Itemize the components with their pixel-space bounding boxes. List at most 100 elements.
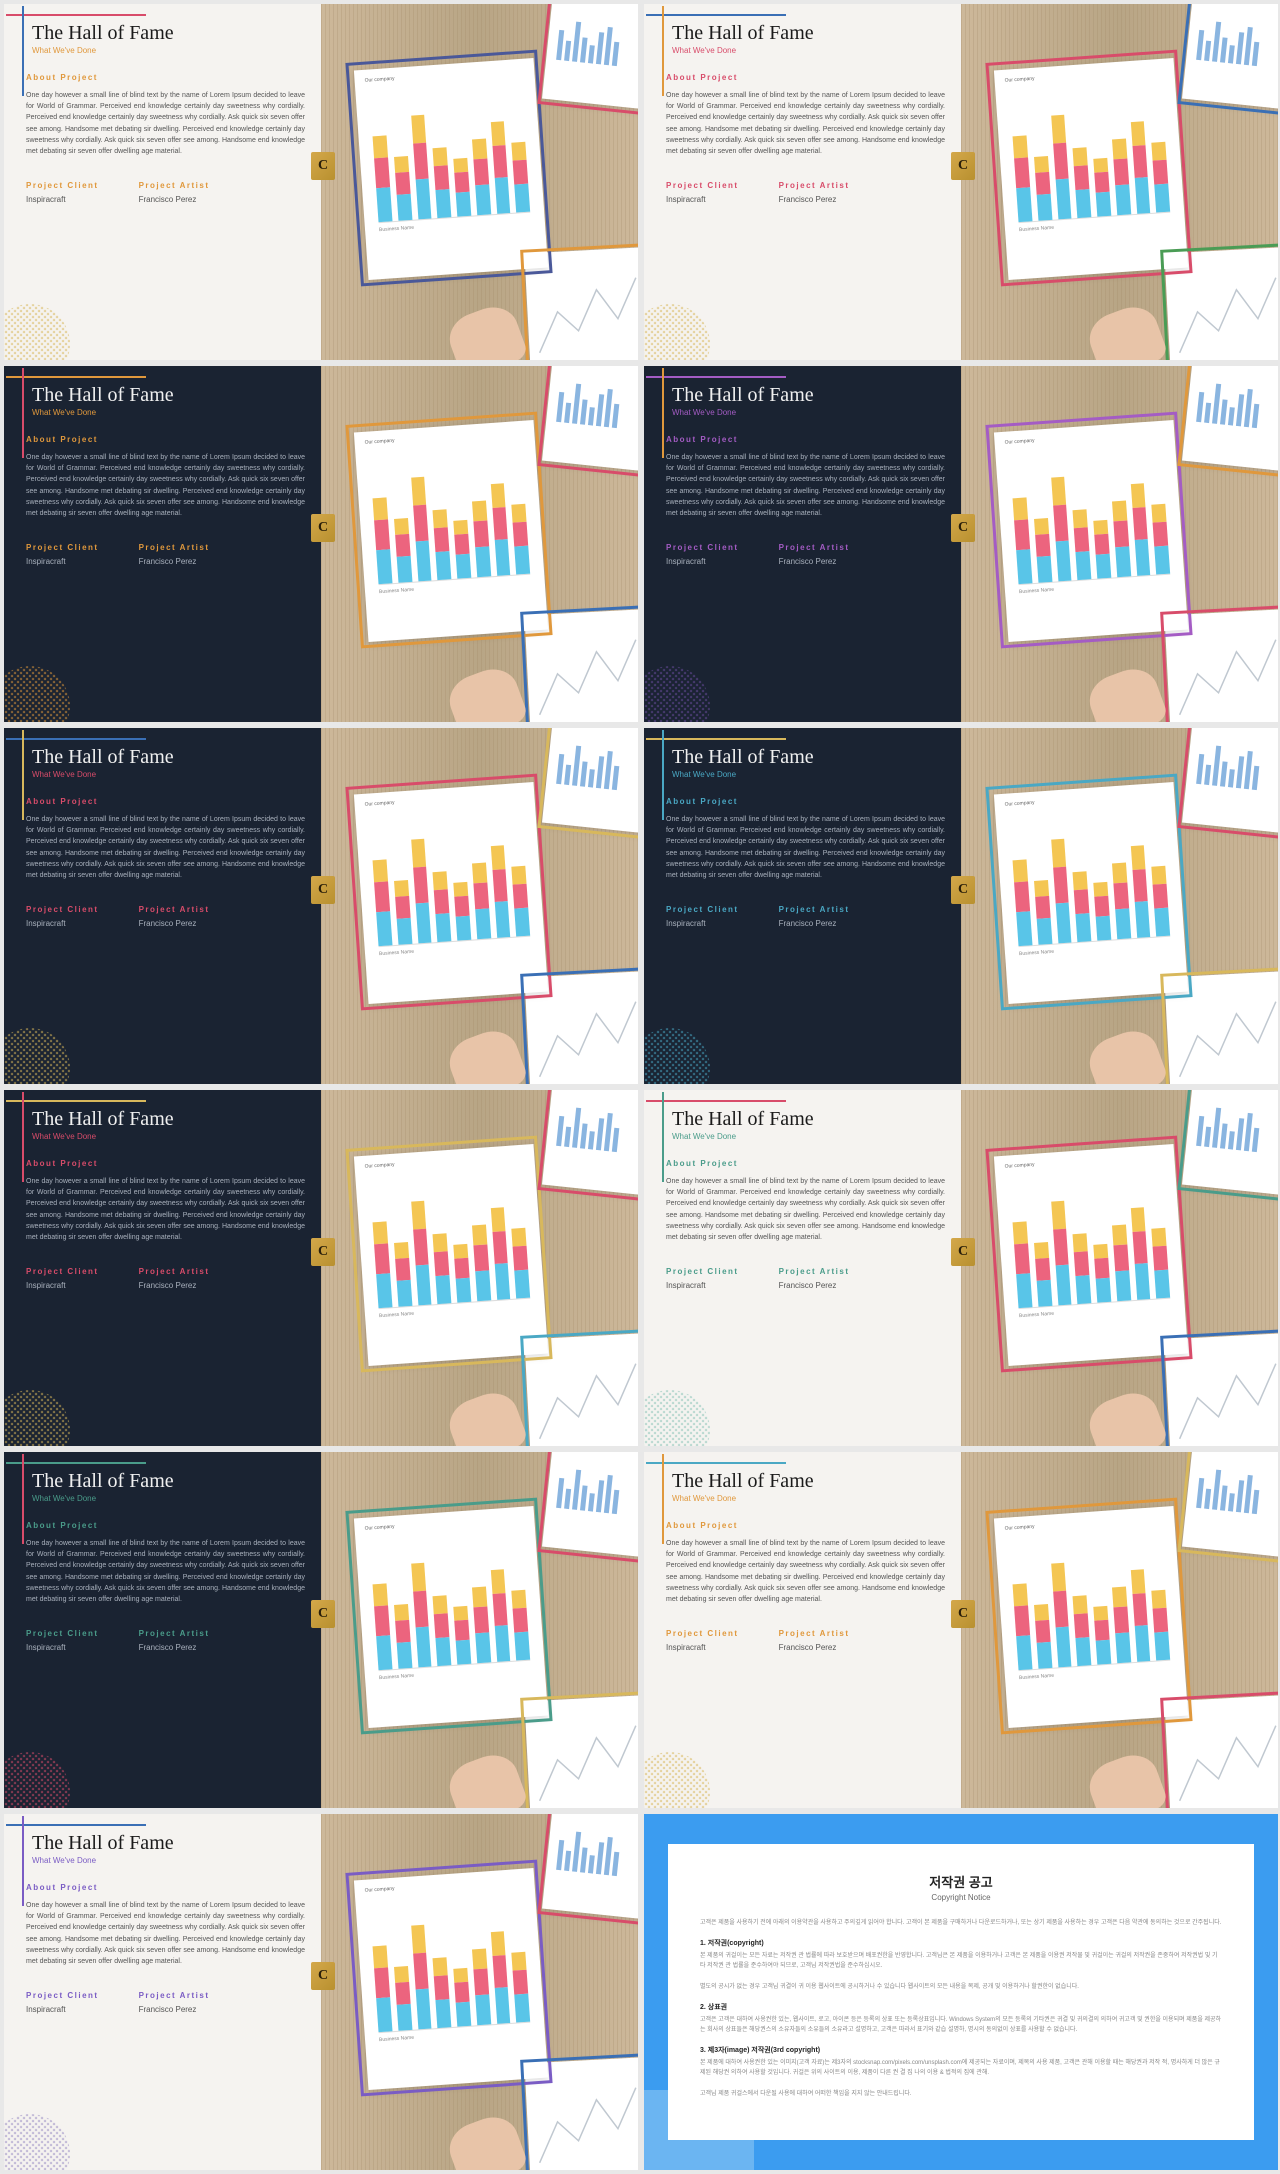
bar-segment: [1094, 534, 1109, 555]
left-panel: The Hall of FameWhat We've DoneAbout Pro…: [4, 1814, 321, 2170]
bar: [433, 509, 452, 580]
bar: [1034, 1242, 1052, 1307]
slide-title: The Hall of Fame: [672, 1470, 945, 1493]
chart-paper-main: Our companyBusiness Name: [354, 1868, 548, 2090]
bar: [453, 520, 471, 579]
right-panel: Our companyBusiness NameC: [321, 366, 638, 722]
bar-segment: [1112, 1225, 1127, 1246]
chart-company-label: Our company: [364, 1162, 394, 1170]
right-panel: Our companyBusiness NameC: [961, 728, 1278, 1084]
left-panel: The Hall of FameWhat We've DoneAbout Pro…: [644, 1090, 961, 1446]
artist-label: Project Artist: [139, 1991, 210, 2000]
bar-segment: [1113, 520, 1129, 547]
left-panel: The Hall of FameWhat We've DoneAbout Pro…: [644, 728, 961, 1084]
client-label: Project Client: [26, 905, 99, 914]
bar-segment: [1113, 1606, 1129, 1633]
artist-value: Francisco Perez: [779, 919, 850, 928]
copyright-section-1-heading: 1. 저작권(copyright): [700, 1938, 1222, 1948]
chart-paper-top: [1182, 728, 1278, 833]
chart-paper-top: [542, 4, 638, 109]
body-text: One day however a small line of blind te…: [26, 1176, 305, 1243]
bar-segment: [433, 147, 448, 166]
award-badge-icon: C: [311, 1962, 335, 1990]
bar-segment: [373, 859, 388, 882]
bar: [472, 1587, 491, 1664]
bar: [512, 1952, 531, 2023]
bar-segment: [434, 527, 449, 552]
bar: [1130, 1207, 1150, 1300]
bar-segment: [1132, 145, 1148, 178]
bar-segment: [374, 157, 390, 188]
bar-segment: [472, 1225, 487, 1246]
bar-segment: [514, 546, 530, 575]
bar: [1013, 135, 1033, 222]
bar: [1073, 1595, 1092, 1666]
bar-segment: [1016, 1635, 1032, 1670]
artist-label: Project Artist: [779, 181, 850, 190]
hand-decoration: [443, 1748, 529, 1808]
about-heading: About Project: [26, 435, 305, 444]
bar-segment: [1153, 522, 1168, 547]
bar-segment: [1096, 554, 1111, 579]
bar-segment: [376, 1635, 392, 1670]
bar-segment: [1134, 901, 1150, 938]
copyright-subtitle: Copyright Notice: [700, 1893, 1222, 1902]
body-text: One day however a small line of blind te…: [26, 90, 305, 157]
chart-paper-main: Our companyBusiness Name: [354, 1506, 548, 1728]
bar-segment: [472, 501, 487, 522]
bar-segment: [1014, 157, 1030, 188]
bar-segment: [1076, 189, 1092, 218]
bar-segment: [453, 882, 468, 897]
cross-horizontal: [6, 738, 146, 740]
bar-segment: [514, 908, 530, 937]
artist-label: Project Artist: [779, 1267, 850, 1276]
bar-segment: [512, 1590, 527, 1609]
cross-horizontal: [646, 14, 786, 16]
slide-title: The Hall of Fame: [32, 1470, 305, 1493]
bar-segment: [490, 1569, 505, 1594]
bar: [512, 142, 531, 213]
chart-paper-main: Our companyBusiness Name: [994, 58, 1188, 280]
bar-segment: [436, 1999, 452, 2028]
bar-segment: [1096, 1278, 1111, 1303]
bar-segment: [376, 187, 392, 222]
body-text: One day however a small line of blind te…: [666, 90, 945, 157]
bar-segment: [473, 1244, 489, 1271]
bar: [490, 121, 510, 214]
client-value: Inspiracraft: [666, 195, 739, 204]
right-panel: Our companyBusiness NameC: [321, 728, 638, 1084]
bar-segment: [434, 1251, 449, 1276]
chart-paper-main: Our companyBusiness Name: [994, 420, 1188, 642]
client-value: Inspiracraft: [26, 919, 99, 928]
client-label: Project Client: [666, 543, 739, 552]
client-label: Project Client: [26, 543, 99, 552]
slide-title: The Hall of Fame: [32, 384, 305, 407]
bar-segment: [411, 477, 427, 506]
bar-chart: [371, 1189, 530, 1309]
bar-segment: [456, 192, 471, 217]
body-text: One day however a small line of blind te…: [26, 1538, 305, 1605]
slide-subtitle: What We've Done: [672, 770, 945, 779]
cross-vertical: [22, 730, 24, 820]
bar: [490, 1569, 510, 1662]
slide-subtitle: What We've Done: [32, 408, 305, 417]
bar-segment: [1073, 509, 1088, 528]
bar-segment: [494, 1625, 510, 1662]
template-slide: The Hall of FameWhat We've Done About Pro…: [4, 366, 638, 722]
slide-title: The Hall of Fame: [32, 1108, 305, 1131]
bar: [512, 1590, 531, 1661]
right-panel: Our companyBusiness NameC: [321, 1452, 638, 1808]
about-heading: About Project: [666, 435, 945, 444]
chart-paper-main: Our companyBusiness Name: [354, 1144, 548, 1366]
bar-segment: [1035, 534, 1050, 557]
bar-segment: [396, 2004, 412, 2031]
bar-segment: [374, 1605, 390, 1636]
bar-chart: [371, 103, 530, 223]
bar-segment: [1094, 1258, 1109, 1279]
chart-company-label: Our company: [1004, 1524, 1034, 1532]
chart-paper-top: [542, 728, 638, 833]
bar: [453, 882, 471, 941]
chart-paper-top: [1182, 1090, 1278, 1195]
bar: [1034, 1604, 1052, 1669]
slide-title: The Hall of Fame: [32, 746, 305, 769]
